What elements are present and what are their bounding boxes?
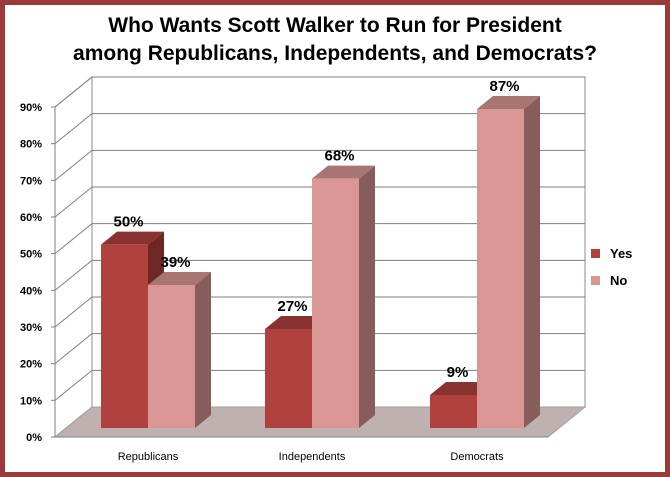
chart-title: Who Wants Scott Walker to Run for Presid… xyxy=(5,12,665,68)
data-label: 50% xyxy=(113,214,143,231)
y-tick-label: 20% xyxy=(20,359,42,371)
bar-front xyxy=(101,244,148,428)
chart-title-line-1: Who Wants Scott Walker to Run for Presid… xyxy=(108,14,562,37)
y-tick-label: 0% xyxy=(26,432,42,444)
x-category-label: Republicans xyxy=(118,451,179,463)
gridline-side xyxy=(54,76,93,108)
bar xyxy=(312,165,375,428)
legend-label: Yes xyxy=(610,246,632,261)
legend-swatch xyxy=(591,276,600,285)
bar xyxy=(148,272,211,428)
bar-front xyxy=(430,395,477,428)
bar-side xyxy=(195,272,211,428)
bar-front xyxy=(148,285,195,428)
y-tick-label: 80% xyxy=(20,139,42,151)
x-category-label: Independents xyxy=(279,451,346,463)
bars xyxy=(101,96,540,428)
legend-swatch xyxy=(591,249,600,258)
y-tick-label: 10% xyxy=(20,395,42,407)
data-labels: 50% 39% 27% 68% 9% 87% xyxy=(113,78,519,381)
bar-front xyxy=(477,109,524,428)
gridline-side xyxy=(54,149,93,181)
x-axis: Republicans Independents Democrats xyxy=(55,436,548,463)
y-tick-label: 40% xyxy=(20,285,42,297)
bar-top xyxy=(312,165,375,179)
chart-title-line-2: among Republicans, Independents, and Dem… xyxy=(73,42,597,65)
y-axis: 0% 10% 20% 30% 40% 50% 60% 70% 80% 90% xyxy=(20,102,56,444)
y-tick-label: 50% xyxy=(20,249,42,261)
legend: Yes No xyxy=(591,246,632,288)
gridline-side xyxy=(54,369,93,401)
bar-side xyxy=(359,165,375,428)
bar-top xyxy=(101,231,164,245)
bar xyxy=(477,96,540,428)
legend-label: No xyxy=(610,273,627,288)
data-label: 87% xyxy=(489,78,519,95)
bar-top xyxy=(148,272,211,285)
gridline-side xyxy=(54,223,93,255)
y-tick-label: 30% xyxy=(20,322,42,334)
data-label: 68% xyxy=(324,148,354,165)
y-tick-label: 90% xyxy=(20,102,42,114)
bar-front xyxy=(312,178,359,428)
y-tick-label: 60% xyxy=(20,212,42,224)
gridline-side xyxy=(54,333,93,365)
side-wall xyxy=(54,75,93,439)
bar-front xyxy=(265,329,312,428)
gridline-side xyxy=(54,113,93,145)
data-label: 27% xyxy=(277,298,307,315)
gridline-side xyxy=(54,186,93,218)
x-category-label: Democrats xyxy=(450,451,504,463)
data-label: 9% xyxy=(447,364,469,381)
bar-top xyxy=(477,96,540,109)
bar-side xyxy=(524,96,540,428)
data-label: 39% xyxy=(160,254,190,271)
gridline-side xyxy=(54,296,93,328)
y-tick-label: 70% xyxy=(20,175,42,187)
gridline-side xyxy=(54,259,93,291)
